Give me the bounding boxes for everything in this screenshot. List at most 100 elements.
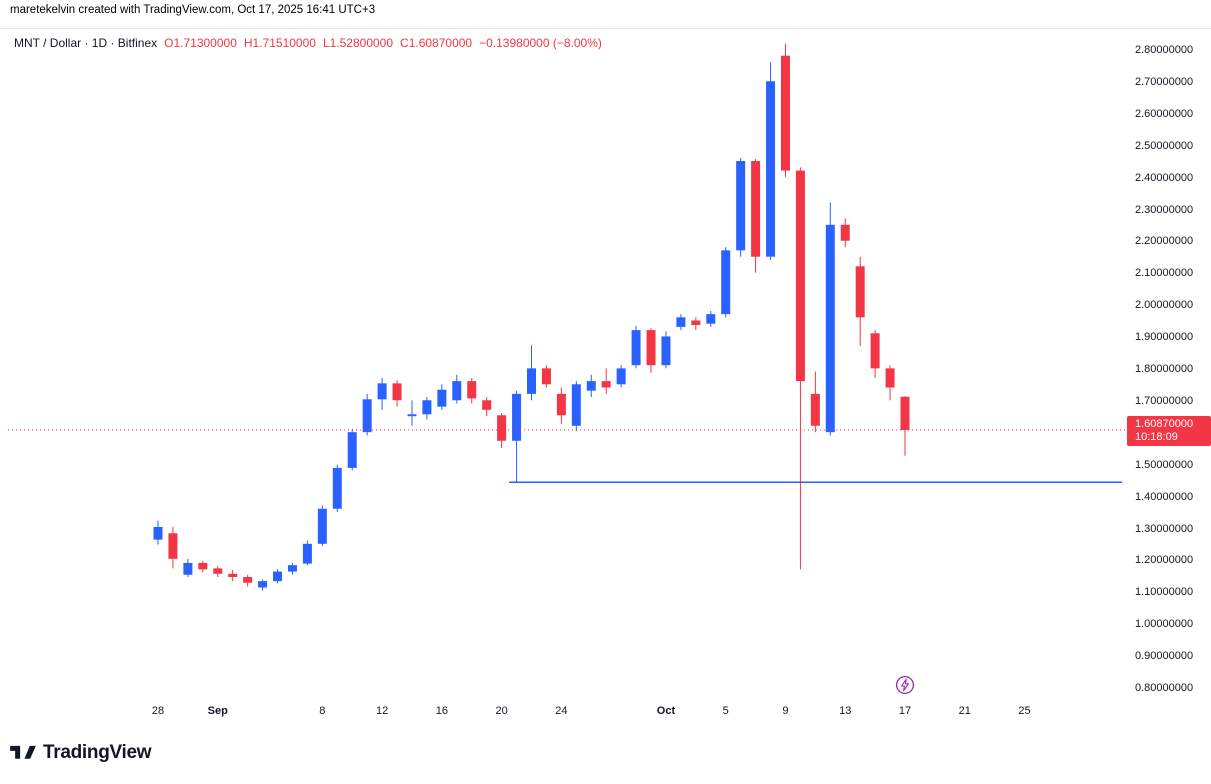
- price-scale-label: 2.00000000: [1135, 299, 1194, 312]
- candle-body[interactable]: [243, 576, 253, 583]
- candle-body[interactable]: [153, 526, 163, 540]
- ohlc-o: O1.71300000: [164, 36, 237, 50]
- ohlc-h: H1.71510000: [243, 36, 316, 50]
- change-value: −0.13980000 (−8.00%): [479, 36, 602, 50]
- candle-body[interactable]: [452, 381, 462, 401]
- price-scale-label: 2.50000000: [1135, 139, 1194, 152]
- price-scale-label: 1.90000000: [1135, 331, 1194, 344]
- candle-body[interactable]: [273, 571, 283, 582]
- last-price-badge: 1.60870000 10:18:09: [1127, 416, 1211, 446]
- lightning-bolt-icon: [901, 678, 909, 692]
- price-scale-label: 2.10000000: [1135, 267, 1194, 280]
- tradingview-logo-icon[interactable]: [10, 743, 36, 763]
- candle-body[interactable]: [437, 389, 447, 407]
- pane-top-border: [0, 28, 1211, 29]
- tradingview-logo-text[interactable]: TradingView: [43, 742, 152, 763]
- candle-body[interactable]: [571, 384, 581, 426]
- price-scale-label: 2.30000000: [1135, 203, 1194, 216]
- price-scale-label: 1.30000000: [1135, 522, 1194, 535]
- candle-body[interactable]: [362, 399, 372, 433]
- candle-body[interactable]: [855, 266, 865, 318]
- candle-body[interactable]: [512, 393, 522, 441]
- candle-body[interactable]: [586, 381, 596, 391]
- candle-body[interactable]: [556, 393, 566, 416]
- price-scale-label: 1.40000000: [1135, 490, 1194, 503]
- price-scale-label: 1.80000000: [1135, 363, 1194, 375]
- candle-body[interactable]: [706, 314, 716, 324]
- candle-body[interactable]: [482, 400, 492, 410]
- candle-body[interactable]: [287, 565, 297, 572]
- candle-body[interactable]: [721, 250, 731, 315]
- candle-body[interactable]: [691, 320, 701, 325]
- candle-body[interactable]: [676, 317, 686, 327]
- candle-body[interactable]: [631, 330, 641, 366]
- candle-body[interactable]: [825, 224, 835, 433]
- candle-body[interactable]: [780, 55, 790, 171]
- candle-body[interactable]: [422, 400, 432, 415]
- price-scale-label: 2.70000000: [1135, 75, 1194, 88]
- time-scale-label: 12: [375, 705, 389, 717]
- candle-body[interactable]: [601, 381, 611, 388]
- candle-body[interactable]: [213, 568, 223, 574]
- price-scale-label: 1.10000000: [1135, 586, 1194, 599]
- candle-body[interactable]: [302, 543, 312, 564]
- candle-body[interactable]: [840, 224, 850, 241]
- candle-body[interactable]: [228, 573, 238, 577]
- time-scale-label: 24: [555, 705, 568, 717]
- time-scale-label: 8: [319, 705, 326, 717]
- candle-body[interactable]: [751, 161, 761, 257]
- candle-body[interactable]: [885, 368, 895, 388]
- candle-body[interactable]: [736, 161, 746, 251]
- candle-body[interactable]: [616, 368, 626, 385]
- candle-body[interactable]: [646, 330, 656, 366]
- candle-body[interactable]: [317, 508, 327, 544]
- candle-body[interactable]: [527, 368, 536, 394]
- lightning-marker[interactable]: [895, 675, 915, 695]
- price-scale-label: 2.60000000: [1135, 107, 1194, 120]
- time-scale-label: 21: [958, 705, 971, 717]
- ohlc-values: O1.71300000 H1.71510000 L1.52800000 C1.6087…: [157, 36, 472, 50]
- time-scale-label: 13: [839, 705, 852, 717]
- candle-body[interactable]: [661, 336, 671, 366]
- symbol-title: MNT / Dollar · 1D · Bitfinex: [14, 36, 158, 50]
- price-scale-label: 1.70000000: [1135, 394, 1194, 407]
- candle-body[interactable]: [497, 415, 507, 441]
- candle-body[interactable]: [900, 396, 910, 431]
- price-scale-label: 2.40000000: [1135, 171, 1194, 184]
- ohlc-c: C1.60870000: [400, 36, 473, 50]
- last-price-value: 1.60870000: [1135, 418, 1194, 430]
- candle-body[interactable]: [332, 467, 342, 509]
- candle-body[interactable]: [198, 562, 208, 570]
- time-scale-label: 16: [435, 705, 448, 717]
- time-scale-label: Oct: [656, 705, 676, 717]
- time-scale-label: 25: [1018, 705, 1031, 717]
- ohlc-l: L1.52800000: [322, 36, 394, 50]
- price-scale-label: 1.50000000: [1135, 458, 1194, 471]
- candle-body[interactable]: [392, 383, 402, 401]
- price-scale-label: 2.20000000: [1135, 235, 1194, 248]
- candle-body[interactable]: [258, 581, 268, 588]
- candle-body[interactable]: [183, 562, 193, 575]
- price-scale-label: 1.00000000: [1135, 618, 1194, 631]
- chart-legend: MNT / Dollar · 1D · Bitfinex O1.71300000 H…: [14, 36, 602, 50]
- candle-body[interactable]: [377, 383, 387, 400]
- candle-body[interactable]: [467, 381, 477, 399]
- candle-body[interactable]: [795, 170, 805, 382]
- candle-body[interactable]: [347, 432, 357, 468]
- time-scale-label: 5: [722, 705, 729, 717]
- price-scale-label: 1.20000000: [1135, 554, 1194, 567]
- price-scale-label: 0.80000000: [1135, 682, 1194, 694]
- candle-body[interactable]: [541, 368, 551, 385]
- time-scale-label: 17: [898, 705, 912, 717]
- candle-body[interactable]: [407, 414, 417, 417]
- candle-body[interactable]: [766, 81, 776, 257]
- time-scale-label: 28: [151, 705, 165, 717]
- candle-body[interactable]: [168, 533, 178, 559]
- marker-circle-icon: [895, 675, 915, 695]
- footer: TradingView: [10, 742, 152, 764]
- time-scale-label: 20: [495, 705, 508, 717]
- candle-body[interactable]: [870, 333, 880, 369]
- time-scale-label: Sep: [207, 705, 228, 717]
- candle-body[interactable]: [810, 393, 820, 426]
